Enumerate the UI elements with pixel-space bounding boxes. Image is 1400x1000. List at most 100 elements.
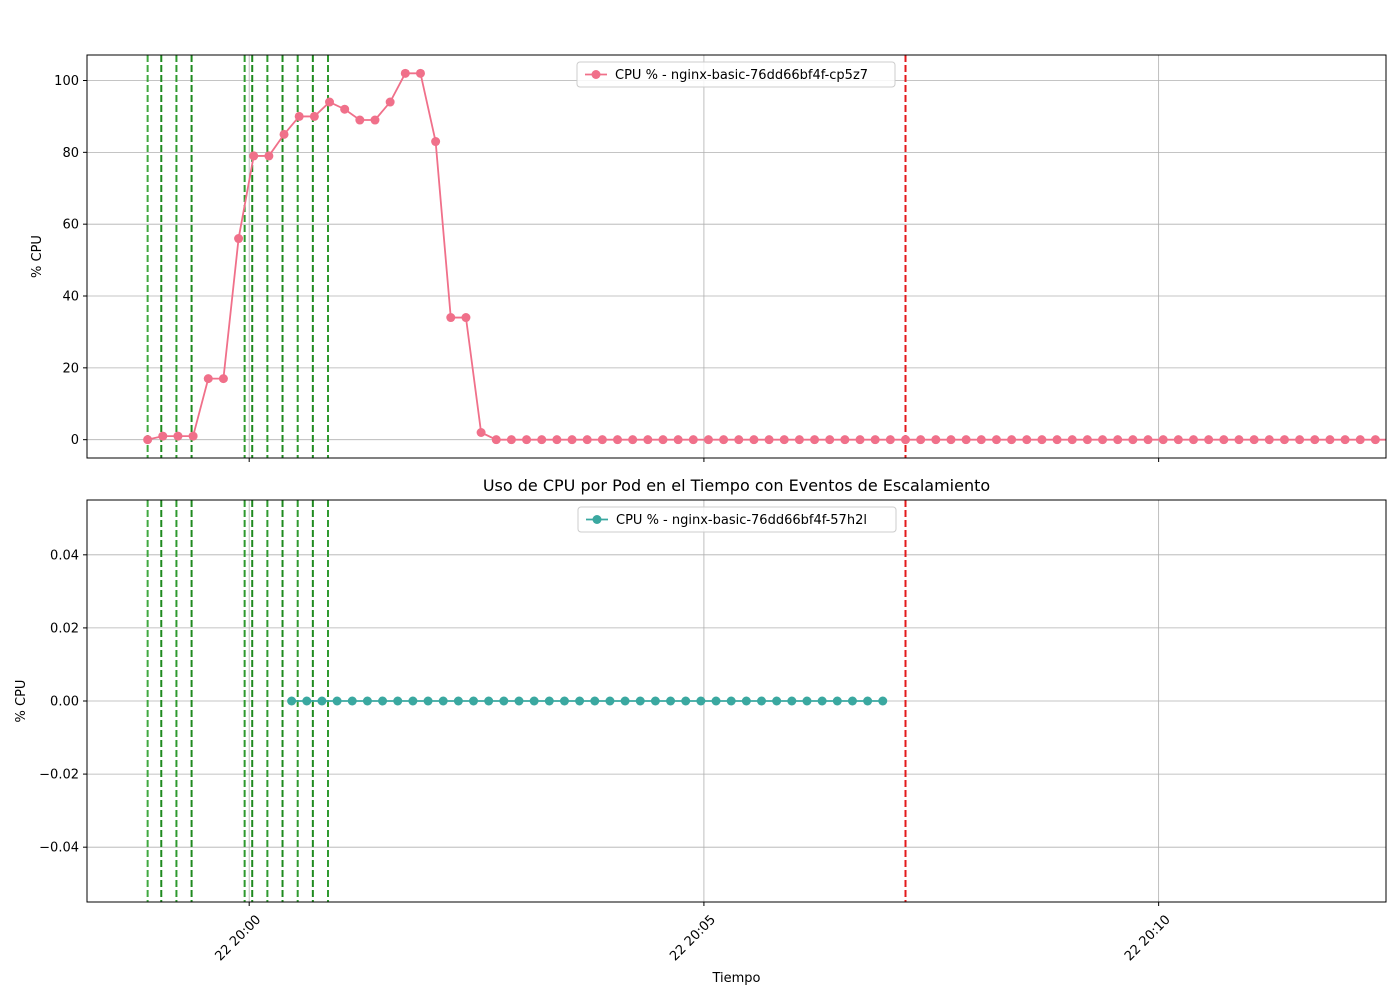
data-point bbox=[347, 696, 357, 706]
data-point bbox=[1355, 435, 1365, 445]
data-point bbox=[613, 435, 623, 445]
data-point bbox=[688, 435, 698, 445]
data-point bbox=[931, 435, 941, 445]
data-point bbox=[757, 696, 767, 706]
event-lines bbox=[146, 500, 907, 902]
data-point bbox=[628, 435, 638, 445]
data-point bbox=[575, 696, 585, 706]
data-point bbox=[461, 313, 471, 323]
data-point bbox=[264, 151, 274, 161]
data-point bbox=[832, 696, 842, 706]
data-point bbox=[537, 435, 547, 445]
data-point bbox=[173, 431, 183, 441]
data-point bbox=[287, 696, 297, 706]
data-point bbox=[446, 313, 456, 323]
y-tick-label: 0.04 bbox=[50, 548, 79, 563]
data-point bbox=[309, 111, 319, 121]
data-point bbox=[378, 696, 388, 706]
data-point bbox=[362, 696, 372, 706]
series-group bbox=[143, 68, 1386, 445]
data-point bbox=[1219, 435, 1229, 445]
data-point bbox=[855, 435, 865, 445]
y-tick-label: 80 bbox=[62, 146, 79, 161]
data-point bbox=[218, 374, 228, 384]
data-point bbox=[696, 696, 706, 706]
data-point bbox=[1295, 435, 1305, 445]
legend-label: CPU % - nginx-basic-76dd66bf4f-57h2l bbox=[616, 513, 867, 528]
data-point bbox=[635, 696, 645, 706]
y-tick-label: 0 bbox=[71, 433, 79, 448]
data-point bbox=[453, 696, 463, 706]
y-tick-label: 0.00 bbox=[50, 695, 79, 710]
data-point bbox=[400, 68, 410, 78]
data-point bbox=[552, 435, 562, 445]
data-point bbox=[355, 115, 365, 125]
data-point bbox=[673, 435, 683, 445]
data-point bbox=[1173, 435, 1183, 445]
data-point bbox=[885, 435, 895, 445]
data-point bbox=[764, 435, 774, 445]
data-point bbox=[840, 435, 850, 445]
series-group bbox=[287, 696, 888, 706]
data-point bbox=[514, 696, 524, 706]
data-point bbox=[249, 151, 259, 161]
legend-marker bbox=[591, 70, 601, 79]
data-point bbox=[863, 696, 873, 706]
data-point bbox=[620, 696, 630, 706]
data-point bbox=[1037, 435, 1047, 445]
data-point bbox=[529, 696, 539, 706]
y-tick-label: −0.02 bbox=[39, 768, 79, 783]
data-point bbox=[1188, 435, 1198, 445]
data-point bbox=[1113, 435, 1123, 445]
data-point bbox=[484, 696, 494, 706]
plot-frame bbox=[86, 54, 1387, 459]
data-point bbox=[597, 435, 607, 445]
legend-box bbox=[576, 61, 896, 88]
data-point bbox=[741, 696, 751, 706]
data-point bbox=[203, 374, 213, 384]
data-point bbox=[1082, 435, 1092, 445]
data-point bbox=[726, 696, 736, 706]
data-point bbox=[749, 435, 759, 445]
data-point bbox=[802, 696, 812, 706]
data-point bbox=[1022, 435, 1032, 445]
data-point bbox=[1264, 435, 1274, 445]
data-point bbox=[158, 431, 168, 441]
data-point bbox=[605, 696, 615, 706]
data-point bbox=[779, 435, 789, 445]
y-tick-label: 40 bbox=[62, 290, 79, 305]
data-point bbox=[794, 435, 804, 445]
data-point bbox=[385, 97, 395, 107]
data-point bbox=[1007, 435, 1017, 445]
data-point bbox=[961, 435, 971, 445]
data-point bbox=[734, 435, 744, 445]
data-point bbox=[1128, 435, 1138, 445]
legend-label: CPU % - nginx-basic-76dd66bf4f-cp5z7 bbox=[615, 68, 868, 83]
y-tick-label: 60 bbox=[62, 218, 79, 233]
y-axis-label: % CPU bbox=[14, 680, 29, 723]
data-point bbox=[1370, 435, 1380, 445]
data-point bbox=[1143, 435, 1153, 445]
data-point bbox=[1234, 435, 1244, 445]
data-point bbox=[279, 129, 289, 139]
data-point bbox=[976, 435, 986, 445]
y-tick-label: 0.02 bbox=[50, 621, 79, 636]
legend-marker bbox=[592, 515, 602, 524]
data-point bbox=[946, 435, 956, 445]
legend-box bbox=[577, 506, 897, 533]
data-point bbox=[1279, 435, 1289, 445]
data-point bbox=[544, 696, 554, 706]
y-tick-label: 20 bbox=[62, 361, 79, 376]
data-point bbox=[643, 435, 653, 445]
data-point bbox=[393, 696, 403, 706]
data-point bbox=[317, 696, 327, 706]
data-point bbox=[332, 696, 342, 706]
data-point bbox=[1204, 435, 1214, 445]
data-point bbox=[878, 696, 888, 706]
data-point bbox=[916, 435, 926, 445]
data-point bbox=[681, 696, 691, 706]
y-axis-label: % CPU bbox=[30, 235, 45, 278]
data-point bbox=[370, 115, 380, 125]
